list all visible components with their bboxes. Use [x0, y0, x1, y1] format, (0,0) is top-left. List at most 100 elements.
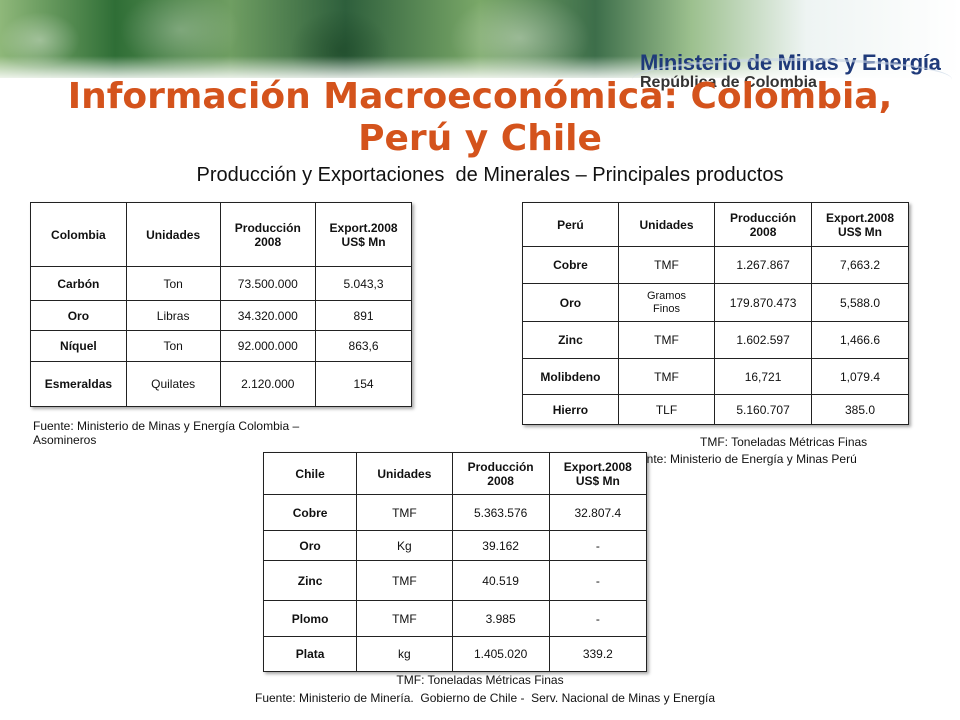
table-cell: Ton: [125, 330, 221, 362]
table-cell: 16,721: [714, 358, 812, 395]
table-cell: 1.602.597: [714, 321, 812, 359]
table-cell: 1.267.867: [714, 246, 812, 284]
table-cell: Cobre: [262, 494, 358, 531]
table-row: Oro Libras 34.320.000 891: [30, 300, 412, 331]
page-title-line1: Información Macroeconómica: Colombia,: [67, 76, 893, 117]
table-cell: 1,466.6: [810, 321, 910, 359]
table-row: Cobre TMF 5.363.576 32.807.4: [262, 494, 648, 531]
colombia-source-note: Fuente: Ministerio de Minas y Energía Co…: [33, 419, 300, 447]
peru-source-note: ente: Ministerio de Energía y Minas Perú: [640, 452, 857, 466]
table-cell: 5.160.707: [714, 394, 812, 425]
table-cell: 5.363.576: [451, 494, 550, 531]
table-row: Níquel Ton 92.000.000 863,6: [30, 330, 412, 362]
column-header: Chile: [262, 452, 358, 495]
table-row: Zinc TMF 1.602.597 1,466.6: [522, 321, 910, 359]
table-cell: TMF: [617, 358, 716, 395]
table-cell: Hierro: [522, 394, 619, 425]
column-header: Producción 2008: [451, 452, 550, 495]
table-cell: Libras: [125, 300, 221, 331]
table-row: Hierro TLF 5.160.707 385.0: [522, 394, 910, 425]
column-header: Unidades: [125, 202, 221, 267]
table-cell: 385.0: [810, 394, 910, 425]
table-cell: TMF: [617, 321, 716, 359]
table-row: Esmeraldas Quilates 2.120.000 154: [30, 361, 412, 407]
column-header: Unidades: [356, 452, 453, 495]
table-cell: Oro: [30, 300, 127, 331]
logo-wave-decoration: [632, 58, 952, 101]
chile-table: Chile Unidades Producción 2008 Export.20…: [262, 452, 648, 672]
table-cell: 34.320.000: [219, 300, 317, 331]
table-cell: TMF: [617, 246, 716, 284]
table-cell: Oro: [262, 530, 358, 561]
chile-tmf-note: TMF: Toneladas Métricas Finas: [396, 673, 564, 687]
table-cell: Cobre: [522, 246, 619, 284]
table-cell: 154: [315, 361, 412, 407]
table-cell: TMF: [356, 494, 453, 531]
table-row: Oro Kg 39.162 -: [262, 530, 648, 561]
column-header: Producción 2008: [714, 202, 812, 247]
table-cell: 32.807.4: [548, 494, 648, 531]
table-cell: 5,588.0: [810, 283, 910, 322]
column-header: Perú: [522, 202, 619, 247]
table-header-row: Perú Unidades Producción 2008 Export.200…: [522, 202, 910, 247]
table-cell: 2.120.000: [219, 361, 317, 407]
table-cell: Zinc: [262, 560, 358, 601]
page-subtitle: Producción y Exportaciones de Minerales …: [196, 164, 784, 186]
table-cell: 339.2: [548, 636, 648, 672]
column-header: Export.2008 US$ Mn: [810, 202, 910, 247]
table-cell: Gramos Finos: [617, 283, 716, 322]
table-cell: 1.405.020: [451, 636, 550, 672]
table-cell: 1,079.4: [810, 358, 910, 395]
column-header: Export.2008 US$ Mn: [315, 202, 412, 267]
table-cell: Carbón: [30, 266, 127, 301]
table-cell: 92.000.000: [219, 330, 317, 362]
table-cell: -: [548, 600, 648, 637]
table-cell: 40.519: [451, 560, 550, 601]
peru-table: Perú Unidades Producción 2008 Export.200…: [522, 202, 910, 425]
table-row: Carbón Ton 73.500.000 5.043,3: [30, 266, 412, 301]
table-cell: Plata: [262, 636, 358, 672]
table-row: Plomo TMF 3.985 -: [262, 600, 648, 637]
table-row: Zinc TMF 40.519 -: [262, 560, 648, 601]
ministry-logo: Ministerio de Minas y Energía República …: [632, 50, 952, 92]
page-title: Información Macroeconómica: Colombia, Pe…: [30, 76, 930, 160]
header-banner: [0, 0, 960, 78]
table-cell: -: [548, 530, 648, 561]
table-cell: Esmeraldas: [30, 361, 127, 407]
table-cell: TMF: [356, 600, 453, 637]
table-cell: Níquel: [30, 330, 127, 362]
table-row: Plata kg 1.405.020 339.2: [262, 636, 648, 672]
table-cell: -: [548, 560, 648, 601]
table-cell: 5.043,3: [315, 266, 412, 301]
column-header: Export.2008 US$ Mn: [548, 452, 648, 495]
table-header-row: Chile Unidades Producción 2008 Export.20…: [262, 452, 648, 495]
table-cell: 891: [315, 300, 412, 331]
table-row: Cobre TMF 1.267.867 7,663.2: [522, 246, 910, 284]
table-cell: Molibdeno: [522, 358, 619, 395]
peru-tmf-note: TMF: Toneladas Métricas Finas: [700, 435, 868, 449]
column-header: Unidades: [617, 202, 716, 247]
table-cell: Zinc: [522, 321, 619, 359]
table-cell: 863,6: [315, 330, 412, 362]
page-title-line2: Perú y Chile: [358, 118, 602, 159]
colombia-table: Colombia Unidades Producción 2008 Export…: [30, 202, 412, 407]
table-cell: 3.985: [451, 600, 550, 637]
table-cell: 179.870.473: [714, 283, 812, 322]
table-cell: TMF: [356, 560, 453, 601]
table-cell: 39.162: [451, 530, 550, 561]
table-row: Molibdeno TMF 16,721 1,079.4: [522, 358, 910, 395]
chile-source-note: Fuente: Ministerio de Minería. Gobierno …: [255, 691, 715, 705]
table-cell: Quilates: [125, 361, 221, 407]
table-cell: 7,663.2: [810, 246, 910, 284]
column-header: Producción 2008: [219, 202, 317, 267]
table-cell: Plomo: [262, 600, 358, 637]
table-header-row: Colombia Unidades Producción 2008 Export…: [30, 202, 412, 267]
table-cell: Ton: [125, 266, 221, 301]
table-row: Oro Gramos Finos 179.870.473 5,588.0: [522, 283, 910, 322]
table-cell: TLF: [617, 394, 716, 425]
column-header: Colombia: [30, 202, 127, 267]
table-cell: Oro: [522, 283, 619, 322]
table-cell: 73.500.000: [219, 266, 317, 301]
table-cell: kg: [356, 636, 453, 672]
table-cell: Kg: [356, 530, 453, 561]
